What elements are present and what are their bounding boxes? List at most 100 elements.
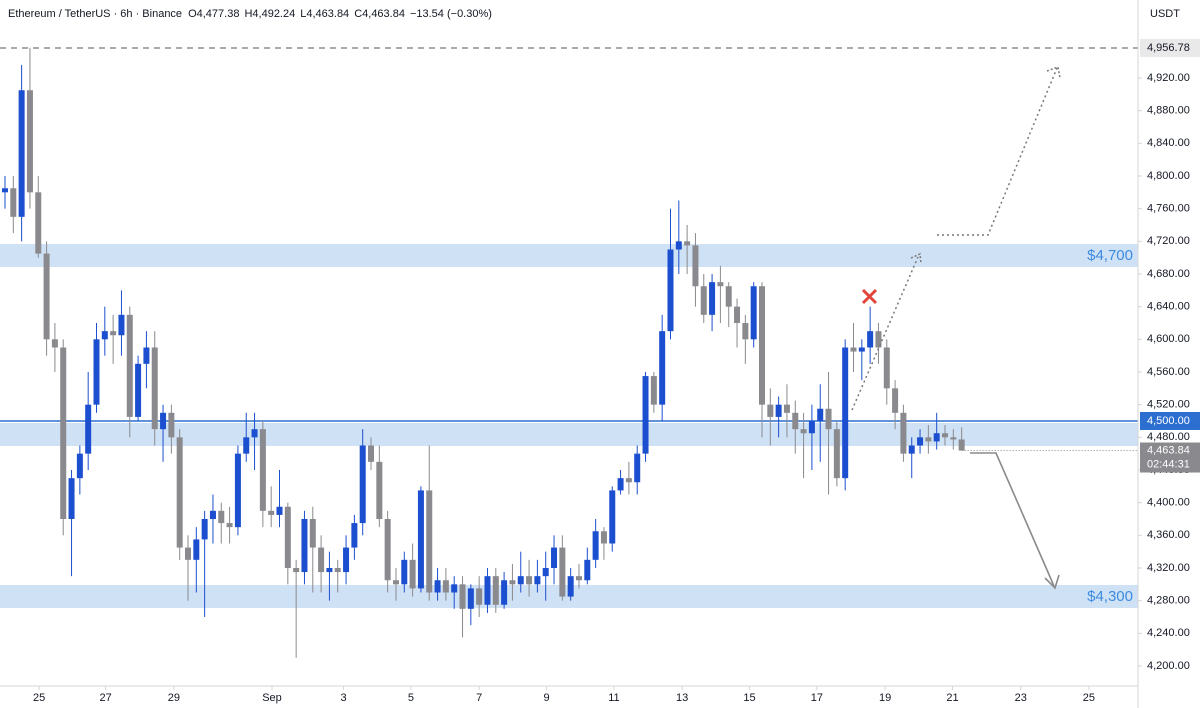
x-tick-label: Sep: [262, 692, 282, 704]
resistance-zone: [0, 244, 1138, 267]
y-tick-label: 4,480.00: [1147, 431, 1190, 443]
candle-body: [817, 408, 824, 421]
zone-label: $4,700: [1087, 247, 1133, 264]
candle-body: [60, 347, 67, 519]
y-tick-label: 4,800.00: [1147, 170, 1190, 182]
candle-body: [767, 404, 774, 417]
candle-body: [575, 576, 582, 581]
candle-body: [218, 510, 225, 524]
y-tick-label: 4,680.00: [1147, 268, 1190, 280]
x-tick-label: 13: [676, 692, 688, 704]
candle-body: [783, 404, 790, 413]
ohlc-key: C: [354, 8, 362, 20]
candle-body: [551, 547, 558, 568]
x-tick-label: 5: [408, 692, 414, 704]
candle-body: [93, 339, 100, 405]
y-tick-label: 4,280.00: [1147, 595, 1190, 607]
candle-body: [26, 90, 33, 193]
candle-body: [85, 404, 92, 454]
candle-body: [135, 363, 142, 417]
candle-body: [1, 188, 8, 193]
header: Ethereum / TetherUS · 6h · Binance: [8, 8, 182, 20]
ohlc-value: 4,477.38: [197, 8, 240, 20]
candle-body: [384, 518, 391, 581]
candle-body: [434, 580, 441, 593]
y-tick-label: 4,320.00: [1147, 562, 1190, 574]
ohlc-key: O: [188, 8, 197, 20]
candle-body: [942, 433, 949, 438]
candle-body: [43, 253, 50, 340]
candle-body: [634, 453, 641, 483]
candle-body: [293, 567, 300, 573]
candle-body: [950, 437, 957, 440]
candle-body: [301, 518, 308, 573]
candle-body: [867, 331, 874, 348]
candle-body: [51, 339, 58, 348]
price-label-box: [1140, 38, 1200, 57]
projection-path: [970, 452, 1055, 587]
candle-body: [792, 412, 799, 430]
candle-body: [368, 445, 375, 462]
candle-body: [10, 188, 17, 217]
candle-body: [592, 531, 599, 560]
candle-body: [284, 506, 291, 568]
change: −13.54 (−0.30%): [410, 8, 492, 20]
y-tick-label: 4,880.00: [1147, 105, 1190, 117]
candle-body: [642, 376, 649, 454]
candle-body: [143, 347, 150, 364]
candle-body: [625, 478, 632, 483]
candle-body: [326, 567, 333, 573]
candle-body: [126, 314, 133, 417]
candle-body: [401, 559, 408, 585]
ohlc-value: 4,492.24: [252, 8, 295, 20]
candle-body: [101, 331, 108, 340]
candle-body: [201, 518, 208, 540]
x-tick-label: 29: [168, 692, 180, 704]
candle-body: [742, 322, 749, 340]
pivot-zone: [0, 423, 1138, 446]
candle-body: [684, 241, 691, 246]
y-tick-label: 4,200.00: [1147, 660, 1190, 672]
x-tick-label: 7: [476, 692, 482, 704]
candle-body: [276, 506, 283, 515]
candle-body: [700, 286, 707, 315]
arrow-head: [1044, 574, 1060, 590]
candle-body: [309, 518, 316, 548]
symbol: Ethereum / TetherUS · 6h · Binance: [8, 8, 182, 20]
ohlc-value: 4,463.84: [362, 8, 405, 20]
x-tick-label: 21: [946, 692, 958, 704]
x-tick-label: 19: [879, 692, 891, 704]
candle-body: [259, 429, 266, 511]
price-label-box: [1140, 411, 1200, 430]
y-tick-label: 4,720.00: [1147, 235, 1190, 247]
y-tick-label: 4,760.00: [1147, 203, 1190, 215]
candle-body: [842, 347, 849, 479]
candle-body: [168, 412, 175, 438]
candle-body: [318, 547, 325, 573]
candle-body: [334, 567, 341, 573]
candle-body: [351, 523, 358, 548]
candle-body: [534, 576, 541, 585]
candle-body: [692, 245, 699, 287]
candle-body: [343, 547, 350, 573]
x-tick-label: 11: [608, 692, 619, 704]
y-tick-label: 4,920.00: [1147, 72, 1190, 84]
candle-body: [617, 478, 624, 491]
candle-body: [667, 249, 674, 332]
candle-body: [409, 559, 416, 589]
x-tick-label: 9: [543, 692, 549, 704]
ohlc-key: L: [300, 8, 306, 20]
candle-body: [833, 429, 840, 479]
last-price-label: 4,463.84: [1147, 444, 1190, 456]
candle-body: [76, 453, 83, 479]
currency: USDT: [1150, 8, 1180, 20]
ohlc-value: 4,463.84: [306, 8, 349, 20]
last-price-box: [1140, 442, 1200, 473]
candle-body: [775, 404, 782, 417]
candle-body: [193, 539, 200, 560]
candle-body: [542, 567, 549, 577]
candle-body: [875, 331, 882, 348]
candle-body: [359, 445, 366, 524]
candle-body: [650, 376, 657, 405]
